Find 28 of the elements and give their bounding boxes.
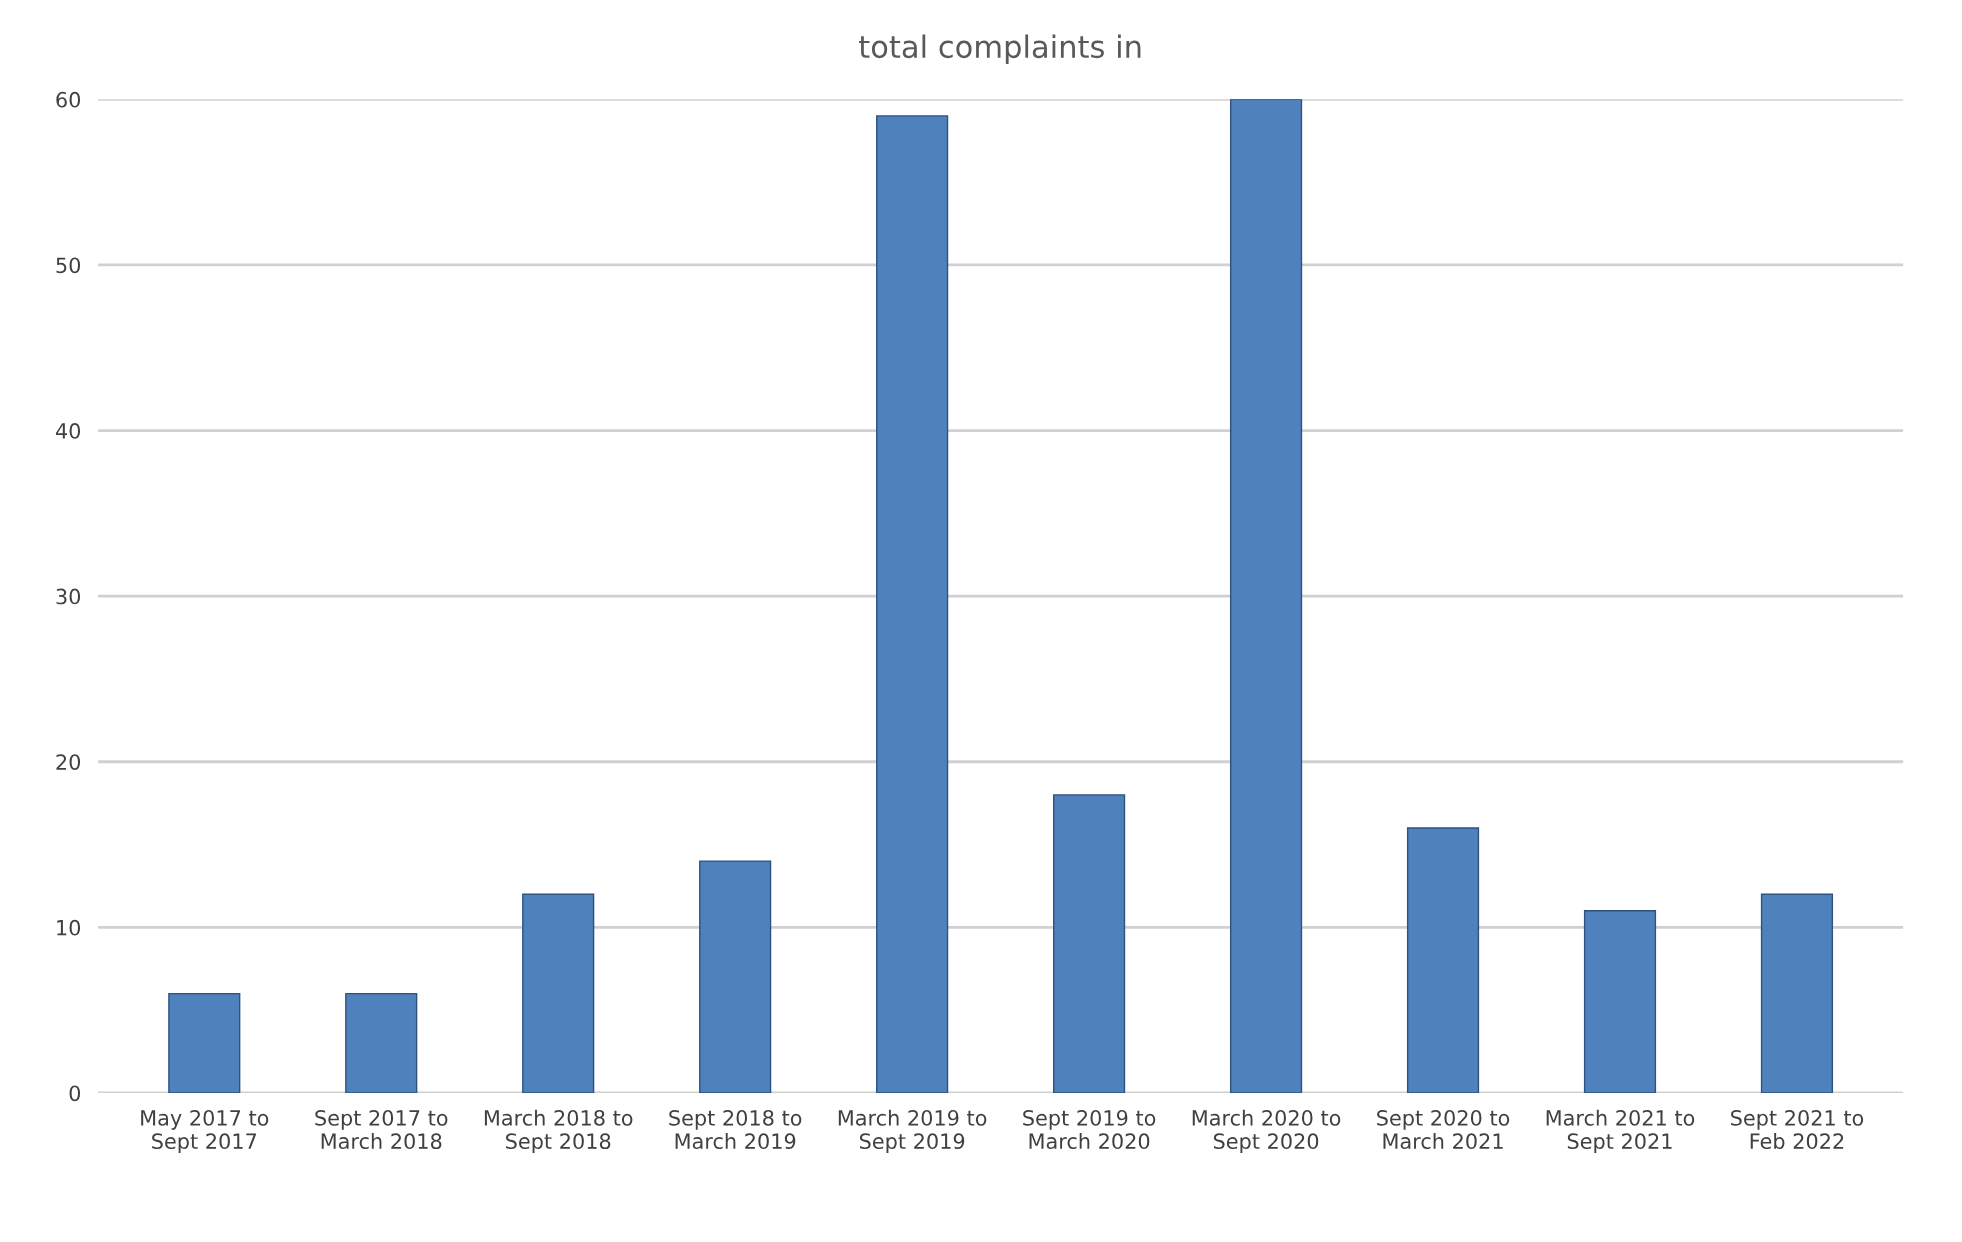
x-tick-label: Sept 2020 to March 2021 <box>1377 1109 1510 1150</box>
bar <box>1053 794 1126 1093</box>
y-tick-label: 30 <box>56 588 81 605</box>
y-tick-label: 10 <box>57 919 81 936</box>
bar <box>876 115 949 1093</box>
x-tick-label: May 2017 to Sept 2017 <box>141 1109 269 1154</box>
bar <box>1229 99 1303 1093</box>
bar <box>345 992 418 1093</box>
x-tick-label: March 2021 to Sept 2021 <box>1546 1109 1695 1154</box>
x-tick-label: Sept 2017 to March 2018 <box>315 1109 448 1150</box>
y-tick-label: 40 <box>55 423 81 439</box>
x-tick-label: Sept 2018 to March 2019 <box>669 1109 802 1150</box>
y-tick-label: 50 <box>56 257 81 274</box>
y-tick-label: 20 <box>56 754 81 770</box>
bar <box>1406 827 1480 1093</box>
y-tick-label: 60 <box>56 91 81 108</box>
x-tick-label: Sept 2019 to March 2020 <box>1023 1109 1156 1150</box>
x-tick-label: Sept 2021 to Feb 2022 <box>1731 1109 1864 1150</box>
chart-title: total complaints in <box>859 34 1141 65</box>
x-tick-label: March 2020 to Sept 2020 <box>1192 1109 1341 1154</box>
x-tick-label: March 2019 to Sept 2019 <box>838 1109 987 1154</box>
bar <box>168 992 241 1093</box>
bar <box>1583 910 1657 1093</box>
y-tick-label: 0 <box>69 1085 81 1102</box>
bar <box>699 860 772 1093</box>
bar <box>1760 893 1834 1093</box>
x-tick-label: March 2018 to Sept 2018 <box>484 1109 633 1154</box>
bar <box>522 893 595 1093</box>
